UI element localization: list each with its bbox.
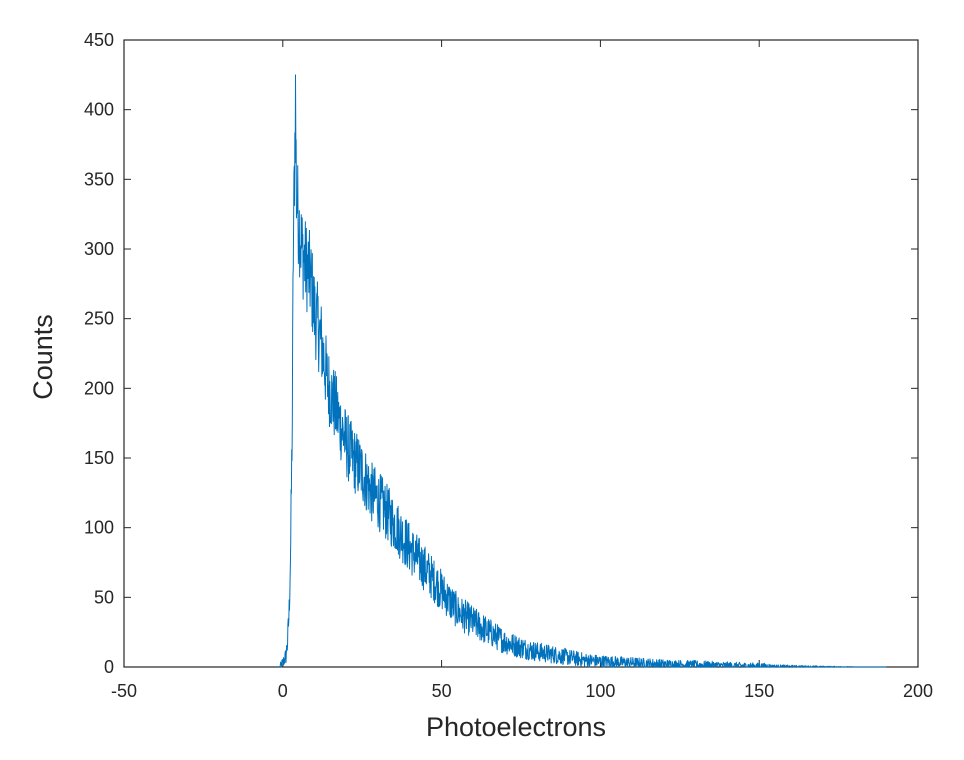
x-tick-label: 200 [903,681,933,701]
y-tick-label: 200 [84,378,114,398]
y-tick-label: 350 [84,169,114,189]
x-tick-label: 0 [278,681,288,701]
y-tick-label: 400 [84,100,114,120]
y-tick-label: 150 [84,448,114,468]
x-axis-ticks [123,40,919,667]
y-tick-label: 0 [104,657,114,677]
plot-area [123,39,919,668]
x-tick-label: -50 [111,681,137,701]
series-line [279,74,887,668]
y-axis-ticks [124,39,918,668]
x-tick-label: 100 [585,681,615,701]
x-tick-label: 150 [744,681,774,701]
x-tick-label: 50 [432,681,452,701]
y-tick-label: 300 [84,239,114,259]
y-tick-label: 250 [84,309,114,329]
y-tick-label: 450 [84,30,114,50]
y-axis-label: Counts [28,314,58,400]
y-tick-label: 50 [94,587,114,607]
x-axis-label: Photoelectrons [426,712,606,742]
x-tick-labels: -50 0 50 100 150 200 [111,681,933,701]
y-tick-labels: 0 50 100 150 200 250 300 350 400 450 [84,30,114,677]
series-layer [279,74,887,668]
y-tick-label: 100 [84,518,114,538]
